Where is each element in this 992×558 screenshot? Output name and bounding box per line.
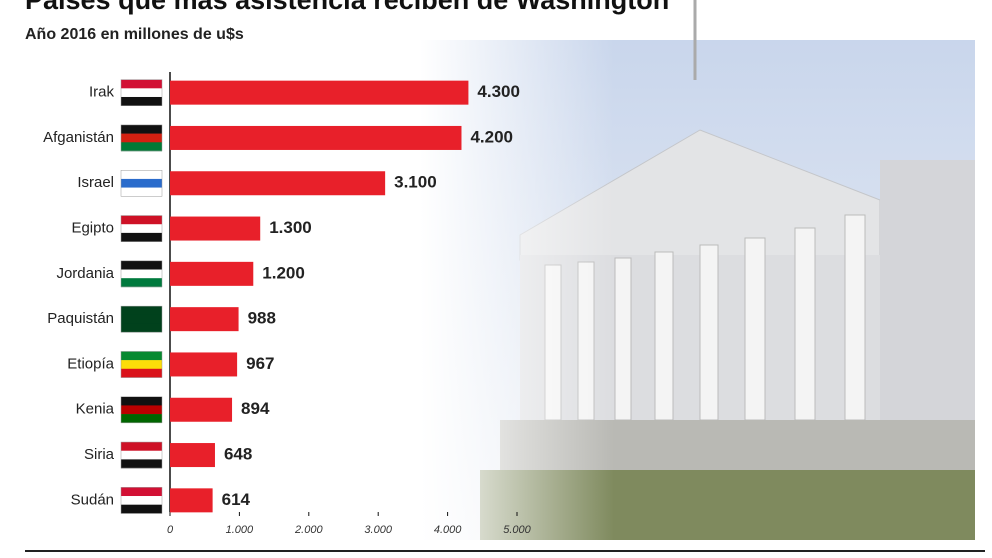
flag — [120, 79, 163, 106]
flag — [120, 441, 163, 469]
flag-border — [120, 305, 163, 333]
value-label: 967 — [246, 354, 274, 373]
flag — [120, 124, 163, 152]
value-label: 1.300 — [269, 218, 312, 237]
x-tick-label: 4.000 — [434, 524, 462, 536]
category-label: Afganistán — [43, 129, 114, 146]
chart-subtitle: Año 2016 en millones de u$s — [25, 26, 244, 43]
flag — [120, 487, 163, 514]
value-label: 614 — [222, 490, 251, 509]
x-tick-label: 5.000 — [503, 524, 531, 536]
flag-stripe — [121, 368, 162, 378]
value-label: 3.100 — [394, 173, 437, 192]
flag-stripe — [121, 496, 162, 505]
flag — [120, 305, 163, 333]
flag — [120, 260, 163, 288]
flag-stripe — [121, 323, 162, 333]
x-tick-label: 2.000 — [294, 524, 323, 536]
flag-stripe — [121, 396, 162, 406]
chart-title: Países que más asistencia reciben de Was… — [25, 0, 669, 15]
flag — [120, 170, 163, 197]
flag-stripe — [121, 170, 162, 180]
value-label: 4.200 — [470, 127, 513, 146]
value-label: 4.300 — [477, 82, 520, 101]
flag-stripe — [121, 224, 162, 234]
flag-border — [120, 170, 163, 197]
bar — [170, 171, 386, 196]
flag-border — [120, 79, 163, 106]
flag-border — [120, 124, 163, 152]
bar — [170, 488, 213, 513]
flag-stripe — [121, 360, 162, 370]
flag-stripe — [121, 414, 162, 424]
x-tick-label: 3.000 — [364, 524, 392, 536]
flag-border — [120, 487, 163, 514]
flag-stripe — [121, 487, 162, 497]
bar — [170, 216, 261, 241]
flag-stripe — [121, 306, 162, 316]
flag-stripe — [121, 133, 162, 143]
flag-stripe — [121, 351, 162, 361]
category-label: Paquistán — [47, 310, 114, 327]
bar — [170, 307, 239, 332]
flag-stripe — [121, 178, 162, 188]
flag-stripe — [121, 504, 162, 514]
value-label: 1.200 — [262, 263, 305, 282]
flag-stripe — [121, 459, 162, 469]
flag-stripe — [121, 450, 162, 460]
category-label: Sudán — [71, 491, 114, 508]
flag-stripe — [121, 278, 162, 288]
value-label: 894 — [241, 399, 270, 418]
bar — [170, 125, 462, 150]
bar — [170, 352, 238, 377]
flag-stripe — [121, 124, 162, 134]
value-label: 988 — [248, 309, 276, 328]
background-photo — [420, 0, 975, 540]
flag-stripe — [121, 232, 162, 242]
flag-stripe — [121, 442, 162, 452]
bar — [170, 80, 469, 105]
category-label: Egipto — [71, 220, 114, 237]
flag-stripe — [121, 79, 162, 89]
flag-border — [120, 441, 163, 469]
flag-stripe — [121, 96, 162, 106]
flag — [120, 215, 163, 242]
flag-stripe — [121, 187, 162, 197]
category-label: Irak — [89, 84, 115, 101]
category-label: Jordania — [56, 265, 114, 282]
bar — [170, 443, 215, 468]
flag — [120, 396, 163, 424]
flag-border — [120, 396, 163, 423]
flag — [120, 351, 163, 378]
flag-border — [120, 351, 163, 378]
flag-stripe — [121, 269, 162, 279]
x-tick-label: 0 — [167, 524, 174, 536]
flag-stripe — [121, 405, 162, 415]
flag-stripe — [121, 260, 162, 270]
category-label: Siria — [84, 446, 115, 463]
value-label: 648 — [224, 445, 252, 464]
flag-stripe — [121, 314, 162, 324]
bar — [170, 397, 233, 422]
flag-stripe — [121, 142, 162, 152]
flag-stripe — [121, 215, 162, 225]
bar — [170, 261, 254, 286]
category-label: Etiopía — [67, 355, 114, 372]
category-label: Israel — [77, 174, 114, 191]
x-tick-label: 1.000 — [226, 524, 254, 536]
flag-border — [120, 215, 163, 242]
flag-stripe — [121, 88, 162, 98]
flag-border — [120, 260, 163, 288]
category-label: Kenia — [76, 401, 115, 418]
